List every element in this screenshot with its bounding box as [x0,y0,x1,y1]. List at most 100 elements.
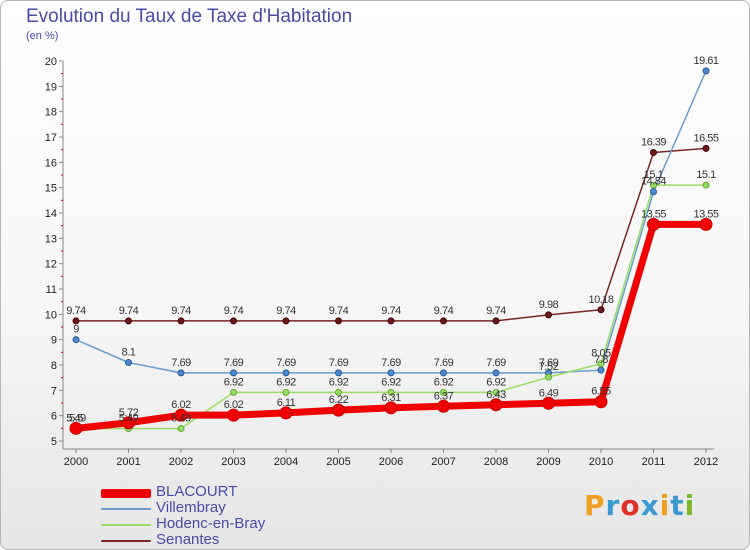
data-point-villembray [72,336,80,344]
y-tick-label: 14 [45,208,57,220]
data-label-blacourt: 6.55 [591,386,611,398]
legend-swatch [101,524,151,526]
data-point-senantes [702,144,710,152]
data-point-blacourt [174,408,188,422]
x-tick-label: 2011 [642,456,666,468]
data-label-hodenc-en-bray: 6.92 [224,376,244,388]
data-label-senantes: 16.39 [641,136,666,148]
legend-label: BLACOURT [156,483,238,500]
data-point-blacourt [384,401,398,415]
data-point-senantes [597,306,605,314]
data-point-blacourt [227,408,240,422]
data-label-hodenc-en-bray: 5.49 [171,413,191,425]
data-point-hodenc-en-bray [492,388,500,396]
x-tick-label: 2002 [169,456,193,468]
data-label-blacourt: 5.5 [69,412,83,424]
data-label-senantes: 9.74 [486,305,506,317]
data-point-villembray [125,358,132,366]
data-label-villembray: 7.69 [329,357,349,369]
brand-letter: o [620,489,641,522]
data-label-senantes: 9.74 [329,305,349,317]
data-point-villembray [230,369,237,377]
y-tick-label: 6 [51,411,57,423]
legend-label: Senantes [156,531,220,548]
brand-letter: i [659,489,671,522]
y-tick-label: 17 [45,132,57,144]
data-label-senantes: 9.74 [66,305,86,317]
data-point-blacourt [122,416,135,430]
data-point-blacourt [279,406,293,420]
data-point-blacourt [69,421,83,435]
data-label-senantes: 9.74 [381,305,401,317]
data-point-hodenc-en-bray [230,388,237,396]
data-label-hodenc-en-bray: 6.92 [329,376,349,388]
data-point-hodenc-en-bray [387,388,395,396]
data-point-senantes [440,317,447,325]
data-point-blacourt [647,217,660,231]
legend-label: Hodenc-en-Bray [156,515,266,532]
data-point-blacourt [332,403,345,417]
y-tick-label: 7 [51,385,57,397]
data-point-blacourt [489,398,503,412]
data-point-villembray [597,366,605,374]
data-label-villembray: 14.84 [641,176,666,188]
legend-swatch [101,540,151,542]
data-point-villembray [387,369,395,377]
unit-label: (en %) [26,30,59,42]
data-label-villembray: 8.1 [122,346,136,358]
legend-swatch [101,488,151,498]
data-point-hodenc-en-bray [702,181,710,189]
x-tick-label: 2009 [536,456,560,468]
data-point-hodenc-en-bray [650,181,657,189]
data-label-blacourt: 6.37 [434,390,454,402]
y-tick-label: 9 [51,335,57,347]
x-tick-label: 2006 [379,456,403,468]
y-tick-label: 19 [45,81,57,93]
data-label-blacourt: 6.11 [277,397,296,409]
data-point-villembray [177,369,185,377]
data-label-villembray: 7.69 [434,357,454,369]
data-point-senantes [650,148,657,156]
y-tick-label: 20 [45,56,57,68]
x-tick-label: 2000 [64,456,88,468]
data-label-hodenc-en-bray: 6.92 [276,376,296,388]
data-label-senantes: 9.74 [276,305,296,317]
data-label-senantes: 9.74 [119,305,139,317]
data-label-villembray: 7.69 [381,357,401,369]
data-label-hodenc-en-bray: 6.92 [486,376,506,388]
data-label-senantes: 9.74 [171,305,191,317]
data-label-senantes: 9.74 [224,305,244,317]
data-point-blacourt [542,396,555,410]
data-point-villembray [650,188,657,196]
y-tick-label: 12 [45,259,57,271]
data-label-blacourt: 6.43 [486,389,506,401]
data-point-senantes [387,317,395,325]
y-tick-label: 18 [45,107,57,119]
data-point-senantes [230,317,237,325]
y-tick-label: 11 [46,284,57,296]
y-tick-label: 13 [45,233,57,245]
x-tick-label: 2012 [694,456,718,468]
data-label-hodenc-en-bray: 7.52 [539,361,559,373]
data-label-villembray: 7.69 [539,357,559,369]
data-label-villembray: 7.69 [486,357,506,369]
data-point-senantes [545,311,552,319]
data-label-blacourt: 6.02 [171,399,191,411]
data-label-blacourt: 6.22 [329,394,349,406]
brand-letter: t [670,489,685,522]
data-label-senantes: 16.55 [693,132,718,144]
x-tick-label: 2003 [221,456,245,468]
brand-logo: Proxiti [584,489,695,522]
data-point-senantes [335,317,342,325]
data-point-villembray [702,67,710,75]
data-label-villembray: 9 [73,324,79,336]
data-label-hodenc-en-bray: 5.49 [119,413,139,425]
y-tick-label: 5 [51,436,57,448]
data-label-blacourt: 13.55 [641,208,666,220]
y-tick-label: 8 [51,360,57,372]
data-point-senantes [125,317,132,325]
x-tick-label: 2010 [589,456,613,468]
data-point-senantes [282,317,290,325]
data-point-blacourt [594,395,608,409]
